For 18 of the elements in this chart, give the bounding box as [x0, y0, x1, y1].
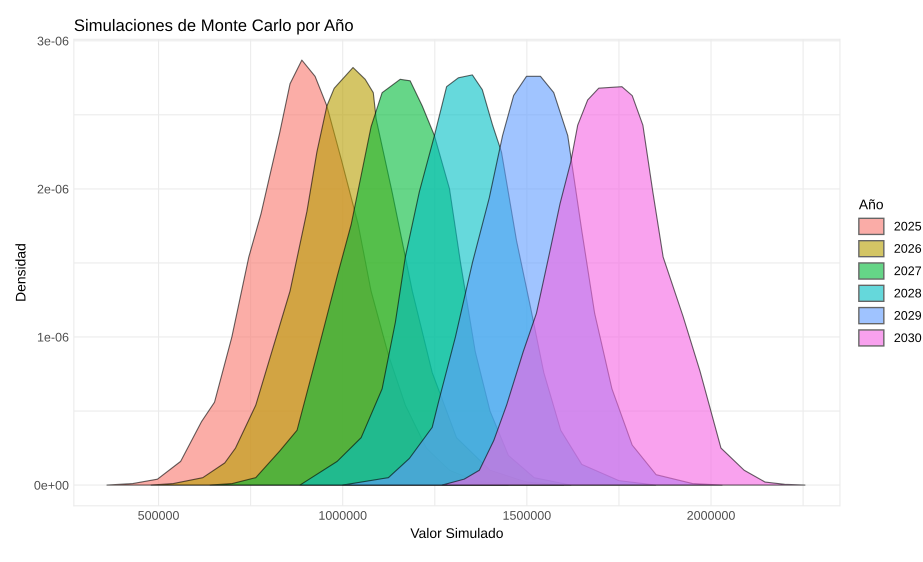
y-tick-label: 1e-06 — [38, 332, 68, 342]
x-tick-label: 2000000 — [687, 510, 735, 520]
legend-label: 2027 — [894, 266, 922, 276]
x-tick-label: 1000000 — [319, 510, 367, 520]
legend-label: 2030 — [894, 333, 922, 342]
legend-label: 2026 — [894, 244, 922, 253]
y-axis-title: Densidad — [15, 244, 26, 301]
legend-label: 2028 — [894, 288, 922, 298]
legend-label: 2029 — [894, 311, 922, 320]
y-tick-label: 3e-06 — [37, 36, 68, 46]
x-axis-title: Valor Simulado — [410, 528, 503, 538]
x-tick-label: 500000 — [138, 510, 179, 520]
y-tick-label: 2e-06 — [38, 184, 68, 194]
x-tick-label: 1500000 — [503, 510, 551, 520]
chart-title: Simulaciones de Monte Carlo por Año — [74, 18, 353, 34]
y-tick-label: 0e+00 — [34, 480, 68, 490]
legend-title: Año — [858, 199, 883, 210]
legend-label: 2025 — [894, 222, 922, 231]
